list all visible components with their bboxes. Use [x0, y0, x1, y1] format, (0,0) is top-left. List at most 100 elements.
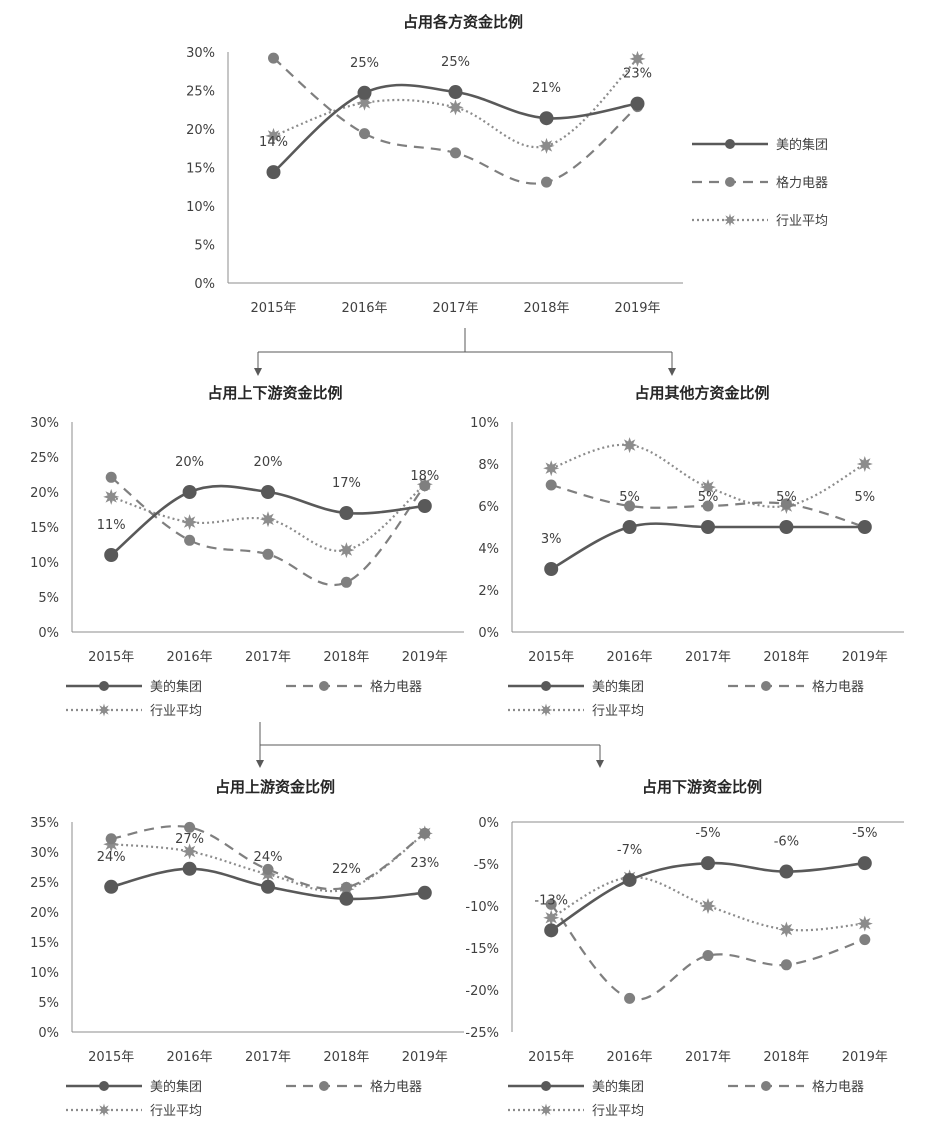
chart-title: 占用上游资金比例 — [215, 778, 335, 796]
data-label: 5% — [698, 490, 719, 505]
y-tick-label: 0% — [38, 1026, 59, 1041]
y-tick-label: 15% — [186, 162, 215, 177]
data-point — [778, 921, 795, 938]
y-tick-label: 30% — [30, 846, 59, 861]
arrowhead-left-bottom — [256, 760, 264, 768]
legend-label: 行业平均 — [592, 704, 644, 719]
legend-marker — [539, 1103, 553, 1117]
legend-marker — [99, 681, 109, 691]
data-label: -13% — [534, 893, 568, 908]
legend-label: 格力电器 — [776, 175, 828, 191]
legend-label: 格力电器 — [812, 1079, 864, 1095]
legend-label: 美的集团 — [592, 679, 644, 695]
x-tick-label: 2017年 — [685, 1050, 731, 1065]
data-point — [779, 520, 794, 534]
legend-label: 格力电器 — [370, 1079, 422, 1095]
data-point — [621, 437, 638, 454]
data-point — [356, 94, 373, 111]
data-point — [260, 511, 276, 528]
data-point — [700, 479, 716, 496]
series-2 — [543, 437, 873, 514]
data-point — [181, 514, 198, 531]
legend-label: 美的集团 — [150, 679, 202, 695]
data-point — [622, 520, 637, 534]
x-tick-label: 2019年 — [402, 1050, 448, 1065]
legend-marker — [539, 703, 553, 717]
x-tick-label: 2015年 — [250, 301, 296, 316]
data-point — [340, 881, 352, 893]
series-2 — [543, 869, 873, 938]
data-label: 21% — [532, 81, 561, 96]
y-tick-label: 8% — [478, 458, 499, 473]
data-point — [268, 52, 279, 64]
x-tick-label: 2017年 — [685, 650, 731, 665]
data-point — [182, 861, 197, 876]
x-tick-label: 2018年 — [763, 650, 809, 665]
data-point — [447, 99, 464, 116]
data-point — [104, 879, 119, 894]
data-point — [265, 127, 282, 144]
x-tick-label: 2018年 — [323, 1050, 369, 1065]
data-label: 14% — [259, 135, 288, 150]
data-point — [262, 548, 274, 560]
data-point — [700, 898, 716, 914]
y-tick-label: 0% — [194, 277, 215, 292]
y-tick-label: 5% — [194, 239, 215, 254]
x-tick-label: 2016年 — [167, 1050, 213, 1065]
data-point — [702, 950, 714, 962]
y-tick-label: 25% — [30, 876, 59, 891]
data-point — [545, 479, 557, 491]
data-point — [544, 923, 559, 938]
data-point — [541, 176, 552, 188]
data-point — [780, 498, 792, 510]
x-tick-label: 2016年 — [341, 301, 387, 316]
y-tick-label: 10% — [470, 416, 499, 431]
y-tick-label: 10% — [30, 966, 59, 981]
y-tick-label: -5% — [474, 858, 499, 873]
data-label: -7% — [617, 843, 642, 858]
data-point — [622, 872, 637, 887]
legend-marker — [97, 1103, 111, 1117]
data-point — [103, 488, 120, 505]
y-tick-label: -20% — [465, 984, 499, 999]
data-label: 5% — [854, 490, 875, 505]
data-point — [624, 500, 636, 512]
data-point — [340, 576, 352, 588]
y-tick-label: 4% — [478, 542, 499, 557]
data-label: 18% — [410, 469, 439, 484]
data-point — [339, 506, 354, 520]
data-point — [182, 485, 197, 499]
x-tick-label: 2019年 — [614, 301, 660, 316]
legend-label: 行业平均 — [776, 214, 828, 229]
data-point — [105, 833, 117, 845]
chart-title: 占用各方资金比例 — [403, 13, 523, 31]
data-point — [339, 891, 354, 906]
data-label: 3% — [541, 532, 562, 547]
data-label: 17% — [332, 476, 361, 491]
x-tick-label: 2016年 — [607, 1050, 653, 1065]
legend-marker — [541, 681, 551, 691]
legend-label: 行业平均 — [150, 1104, 202, 1119]
legend-marker — [761, 1081, 771, 1091]
y-tick-label: 6% — [478, 500, 499, 515]
data-point — [630, 96, 645, 111]
connector-line-bottom — [259, 722, 601, 762]
x-tick-label: 2019年 — [842, 650, 888, 665]
data-point — [184, 534, 196, 546]
legend-label: 格力电器 — [812, 679, 864, 695]
legend-label: 美的集团 — [592, 1079, 644, 1095]
legend-marker — [723, 213, 737, 227]
series-0 — [104, 861, 432, 906]
data-point — [104, 548, 119, 562]
y-tick-label: 0% — [478, 626, 499, 641]
legend-marker — [319, 1081, 329, 1091]
x-tick-label: 2015年 — [528, 1050, 574, 1065]
series-line — [550, 861, 865, 932]
series-1 — [105, 471, 431, 588]
x-tick-label: 2017年 — [432, 301, 478, 316]
y-tick-label: -10% — [465, 900, 499, 915]
data-label: 5% — [776, 490, 797, 505]
legend-marker — [541, 1081, 551, 1091]
